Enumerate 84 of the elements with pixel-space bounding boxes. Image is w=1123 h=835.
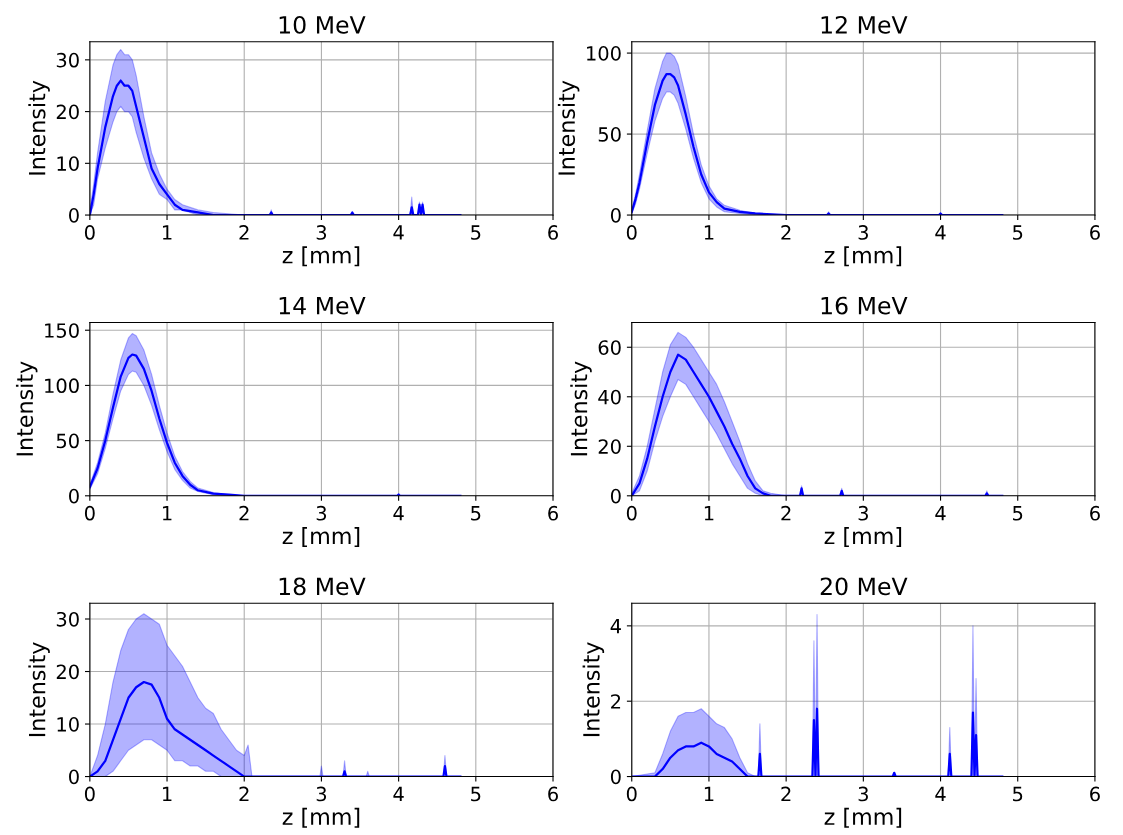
x-tick-label: 0: [626, 786, 637, 802]
x-tick-label: 6: [1090, 225, 1100, 240]
x-tick-label: 0: [626, 225, 637, 240]
x-tick-label: 3: [316, 786, 327, 802]
y-tick-label: 50: [598, 127, 621, 142]
y-tick-label: 0: [610, 769, 621, 785]
x-tick-label: 1: [704, 786, 714, 802]
x-tick-label: 4: [393, 225, 404, 240]
x-tick-label: 2: [781, 505, 791, 521]
x-tick-label: 3: [316, 505, 327, 521]
x-tick-label: 6: [548, 786, 558, 802]
x-axis-title: z [mm]: [282, 807, 360, 828]
chart-title: 16 MeV: [821, 296, 908, 315]
x-tick-label: 3: [858, 786, 868, 802]
x-tick-label: 5: [471, 225, 481, 240]
chart-title: 12 MeV: [821, 15, 908, 34]
x-tick-label: 6: [1090, 505, 1100, 521]
x-tick-label: 5: [471, 506, 481, 521]
y-axis-title: Intensity: [28, 80, 50, 175]
x-tick-label: 0: [84, 786, 95, 802]
x-tick-label: 5: [471, 786, 481, 802]
y-axis-title: Intensity: [15, 361, 38, 456]
x-tick-label: 2: [781, 225, 791, 240]
x-tick-label: 2: [781, 786, 791, 802]
y-axis-title: Intensity: [582, 642, 605, 737]
y-tick-label: 0: [69, 769, 79, 785]
x-tick-label: 2: [239, 786, 249, 802]
y-tick-label: 40: [598, 389, 621, 405]
y-tick-label: 20: [598, 439, 621, 454]
y-tick-label: 10: [57, 716, 79, 732]
y-tick-label: 2: [611, 694, 621, 709]
y-tick-label: 10: [57, 156, 79, 171]
x-tick-label: 0: [84, 505, 95, 521]
x-tick-label: 4: [935, 225, 946, 240]
y-tick-label: 50: [56, 433, 79, 449]
x-tick-label: 0: [626, 505, 637, 521]
line-series: [89, 680, 462, 777]
y-tick-label: 150: [45, 323, 79, 338]
y-tick-label: 100: [45, 378, 79, 394]
y-tick-label: 20: [56, 104, 79, 120]
x-axis-title: z [mm]: [824, 807, 902, 828]
y-tick-label: 100: [587, 46, 621, 61]
x-tick-label: 1: [704, 506, 714, 521]
x-tick-label: 5: [1013, 786, 1023, 802]
x-tick-label: 3: [858, 225, 868, 240]
y-tick-label: 4: [610, 619, 621, 634]
x-tick-label: 5: [1013, 506, 1023, 521]
chart-title: 18 MeV: [279, 577, 366, 596]
y-tick-label: 30: [56, 611, 79, 627]
x-tick-label: 4: [935, 786, 946, 802]
y-tick-label: 0: [69, 208, 79, 223]
y-axis-title: Intensity: [557, 80, 580, 175]
y-tick-label: 30: [56, 52, 79, 68]
x-tick-label: 0: [84, 225, 95, 240]
line-series: [631, 707, 1004, 777]
x-tick-label: 4: [393, 506, 404, 521]
y-tick-label: 20: [56, 664, 79, 680]
chart-title: 10 MeV: [279, 15, 366, 34]
x-tick-label: 4: [935, 506, 946, 521]
chart-title: 14 MeV: [279, 296, 366, 315]
x-tick-label: 3: [858, 505, 868, 521]
x-tick-label: 6: [548, 225, 558, 240]
y-axis-title: Intensity: [570, 361, 592, 456]
x-tick-label: 5: [1013, 225, 1023, 240]
y-tick-label: 0: [610, 208, 621, 223]
chart-title: 20 MeV: [820, 577, 908, 596]
x-tick-label: 1: [704, 225, 714, 240]
x-axis-title: z [mm]: [824, 246, 902, 267]
x-tick-label: 2: [239, 225, 249, 240]
x-tick-label: 1: [162, 225, 172, 240]
y-tick-label: 0: [69, 488, 79, 504]
x-axis-title: z [mm]: [824, 527, 902, 547]
x-tick-label: 1: [162, 506, 172, 521]
x-tick-label: 6: [1090, 786, 1100, 802]
x-tick-label: 6: [548, 505, 558, 521]
y-tick-label: 0: [610, 488, 621, 504]
x-axis-title: z [mm]: [282, 246, 360, 267]
y-axis-title: Intensity: [28, 642, 50, 737]
x-tick-label: 2: [239, 505, 249, 521]
x-tick-label: 1: [162, 786, 172, 802]
x-axis-title: z [mm]: [282, 527, 360, 547]
x-tick-label: 4: [393, 786, 404, 802]
x-tick-label: 3: [316, 225, 327, 240]
y-tick-label: 60: [598, 340, 621, 355]
